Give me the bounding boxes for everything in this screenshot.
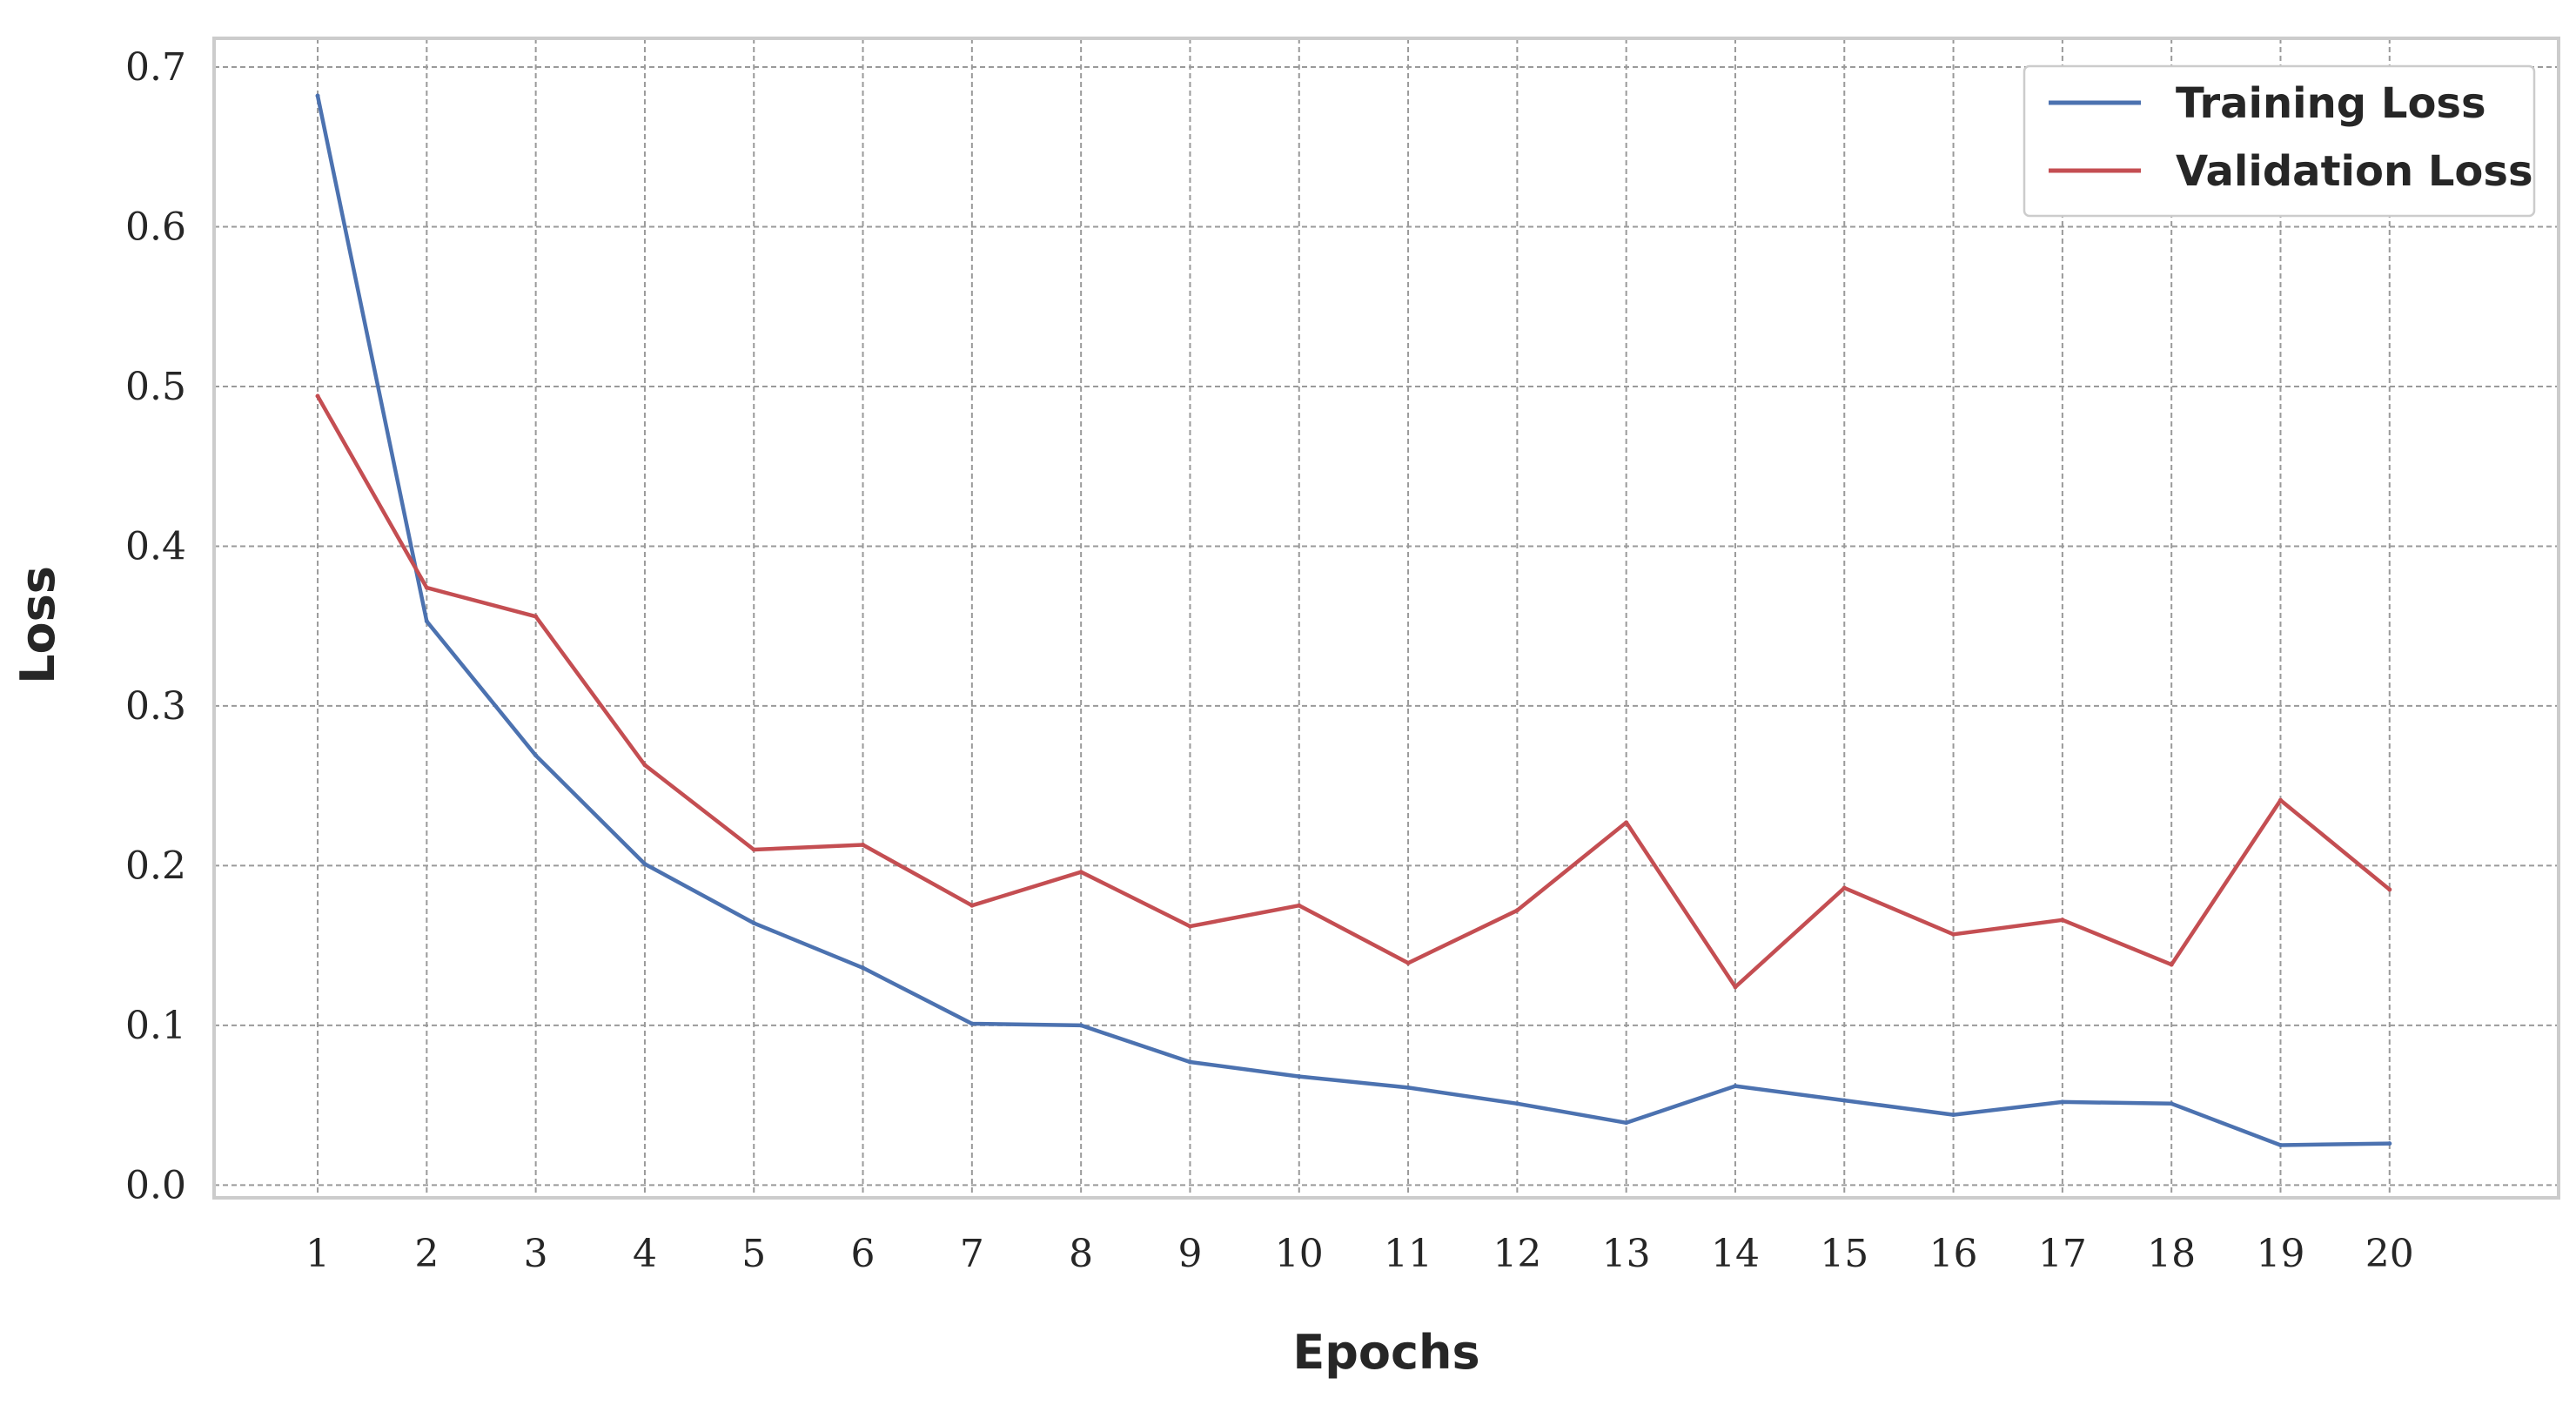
data-point-validation-loss — [1514, 908, 1519, 913]
plot-frame — [212, 37, 2560, 1200]
data-point-training-loss — [1187, 1059, 1192, 1065]
x-tick-label: 12 — [1493, 1232, 1541, 1276]
legend: Training Loss Validation Loss — [2023, 64, 2536, 218]
data-point-training-loss — [533, 753, 539, 758]
data-point-training-loss — [1514, 1101, 1519, 1106]
data-point-validation-loss — [1297, 903, 1302, 908]
data-point-validation-loss — [1078, 870, 1083, 875]
data-point-validation-loss — [1733, 985, 1738, 990]
plot-background — [214, 38, 2559, 1198]
x-tick-label: 5 — [741, 1232, 766, 1276]
x-tick-label: 2 — [414, 1232, 439, 1276]
series-line-validation-loss — [315, 393, 2392, 990]
data-point-training-loss — [2387, 1141, 2392, 1146]
x-tick-label: 8 — [1069, 1232, 1093, 1276]
data-point-training-loss — [1733, 1084, 1738, 1089]
data-point-training-loss — [2169, 1101, 2174, 1106]
data-point-training-loss — [1078, 1023, 1083, 1028]
x-tick-label: 13 — [1602, 1232, 1651, 1276]
data-point-training-loss — [642, 862, 647, 867]
data-point-training-loss — [1405, 1085, 1411, 1090]
data-point-validation-loss — [533, 614, 539, 619]
data-point-validation-loss — [2277, 797, 2283, 803]
data-point-training-loss — [2060, 1099, 2065, 1105]
x-tick-labels: 1 2 3 4 5 6 7 8 9 10 11 12 13 14 15 16 17 18 19 20 — [305, 1232, 2414, 1276]
data-point-training-loss — [1841, 1098, 1847, 1103]
series-line-training-loss — [315, 93, 2392, 1147]
data-point-training-loss — [969, 1021, 975, 1026]
data-point-training-loss — [2277, 1142, 2283, 1147]
data-point-validation-loss — [1841, 885, 1847, 891]
series-layer — [315, 93, 2392, 1147]
x-tick-label: 18 — [2147, 1232, 2196, 1276]
legend-label-validation-loss: Validation Loss — [2176, 147, 2533, 196]
x-tick-label: 6 — [851, 1232, 875, 1276]
x-axis-title: Epochs — [1292, 1325, 1479, 1380]
x-tick-label: 19 — [2256, 1232, 2304, 1276]
data-point-validation-loss — [1405, 960, 1411, 965]
x-tick-label: 10 — [1275, 1232, 1324, 1276]
x-tick-label: 20 — [2365, 1232, 2414, 1276]
x-tick-label: 11 — [1384, 1232, 1432, 1276]
data-point-validation-loss — [1624, 820, 1629, 825]
data-point-validation-loss — [2169, 962, 2174, 967]
data-point-training-loss — [315, 93, 320, 98]
x-tick-label: 4 — [633, 1232, 657, 1276]
x-tick-label: 17 — [2038, 1232, 2087, 1276]
x-tick-label: 14 — [1711, 1232, 1760, 1276]
data-point-validation-loss — [751, 847, 756, 852]
data-point-validation-loss — [2387, 887, 2392, 892]
legend-box — [2023, 64, 2536, 218]
data-point-validation-loss — [1187, 924, 1192, 929]
y-tick-label: 0.3 — [125, 684, 186, 729]
data-point-validation-loss — [2060, 918, 2065, 923]
data-point-validation-loss — [969, 903, 975, 908]
y-axis-title: Loss — [10, 566, 65, 684]
data-point-training-loss — [1951, 1113, 1956, 1118]
x-tick-label: 16 — [1929, 1232, 1978, 1276]
data-point-training-loss — [424, 619, 429, 624]
y-tick-label: 0.1 — [125, 1004, 186, 1048]
x-tick-label: 9 — [1177, 1232, 1202, 1276]
y-tick-label: 0.4 — [125, 524, 186, 568]
data-point-training-loss — [1297, 1074, 1302, 1079]
x-tick-label: 1 — [305, 1232, 330, 1276]
data-point-validation-loss — [424, 585, 429, 590]
x-tick-label: 15 — [1820, 1232, 1868, 1276]
data-point-validation-loss — [861, 843, 866, 848]
data-point-validation-loss — [315, 393, 320, 399]
y-tick-label: 0.6 — [125, 205, 186, 249]
data-point-training-loss — [1624, 1120, 1629, 1126]
data-point-training-loss — [751, 920, 756, 925]
y-tick-label: 0.5 — [125, 365, 186, 409]
data-point-validation-loss — [642, 763, 647, 768]
y-tick-labels: 0.0 0.1 0.2 0.3 0.4 0.5 0.6 0.7 — [125, 45, 186, 1207]
x-tick-label: 3 — [524, 1232, 548, 1276]
data-point-validation-loss — [1951, 931, 1956, 937]
y-tick-label: 0.7 — [125, 45, 186, 90]
y-tick-label: 0.2 — [125, 844, 186, 888]
x-tick-label: 7 — [960, 1232, 984, 1276]
y-tick-label: 0.0 — [125, 1163, 186, 1207]
data-point-training-loss — [861, 965, 866, 971]
legend-label-training-loss: Training Loss — [2176, 79, 2486, 128]
